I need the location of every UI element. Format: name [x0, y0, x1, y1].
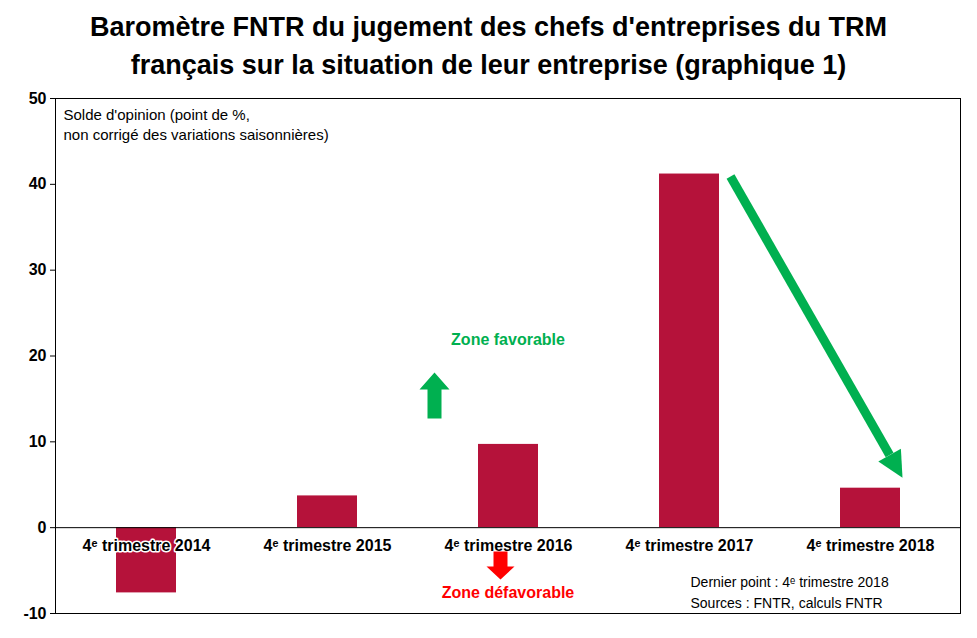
html-text:Baromètre FNTR du jugement des: Baromètre FNTR du jugement des chefs d'e… [90, 12, 887, 80]
svg-text:30: 30 [29, 261, 47, 278]
svg-text:Dernier point : 4ᵉ trimestre 2: Dernier point : 4ᵉ trimestre 2018Sources… [691, 574, 889, 610]
svg-text:50: 50 [29, 90, 47, 107]
svg-text:4ᵉ trimestre 2014: 4ᵉ trimestre 2014 [83, 537, 211, 554]
svg-text:0: 0 [38, 519, 47, 536]
svg-text:20: 20 [29, 347, 47, 364]
svg-text:4ᵉ trimestre 2015: 4ᵉ trimestre 2015 [264, 537, 392, 554]
svg-text:Zone défavorable: Zone défavorable [442, 584, 575, 601]
svg-text:-10: -10 [23, 605, 46, 622]
svg-text:10: 10 [29, 433, 47, 450]
svg-text:4ᵉ trimestre 2016: 4ᵉ trimestre 2016 [445, 537, 573, 554]
svg-text:40: 40 [29, 175, 47, 192]
svg-text:Zone favorable: Zone favorable [451, 331, 565, 348]
svg-text:Solde d'opinion (point de %,no: Solde d'opinion (point de %,non corrigé … [64, 106, 329, 143]
svg-text:4ᵉ trimestre 2017: 4ᵉ trimestre 2017 [626, 537, 754, 554]
svg-text:4ᵉ trimestre 2018: 4ᵉ trimestre 2018 [807, 537, 935, 554]
